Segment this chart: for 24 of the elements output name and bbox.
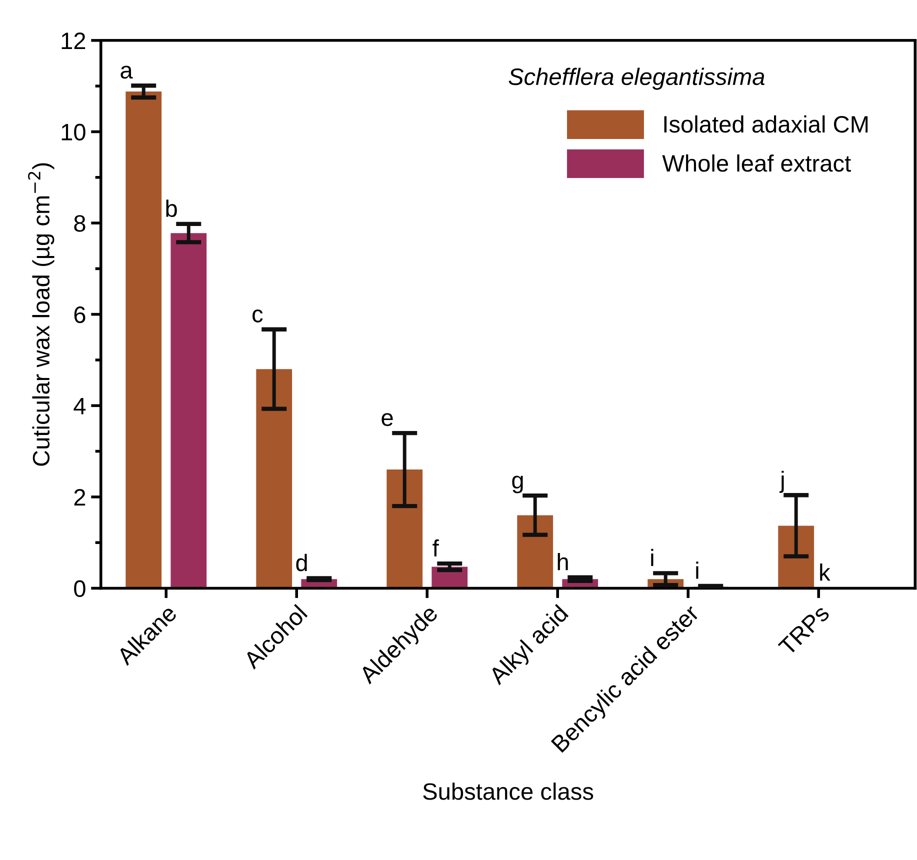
- y-tick-label: 0: [74, 580, 86, 598]
- data-label: j: [780, 470, 784, 493]
- x-axis-title: Substance class: [423, 782, 594, 800]
- y-tick-label: 4: [74, 398, 86, 414]
- y-tick-label: 12: [62, 32, 86, 49]
- data-label: i: [651, 548, 654, 566]
- data-label: k: [820, 563, 830, 581]
- data-label: i: [696, 562, 698, 579]
- data-label: a: [120, 66, 133, 79]
- y-tick-label: 6: [74, 306, 86, 324]
- legend-label: Isolated adaxial CM: [664, 115, 868, 133]
- data-label: g: [512, 476, 523, 494]
- y-tick-label: 8: [74, 215, 86, 232]
- y-tick-label: 2: [74, 489, 86, 506]
- data-label: e: [382, 413, 393, 426]
- data-label: f: [432, 539, 439, 556]
- text: Schefflera elegantissima: [508, 68, 764, 90]
- data-label: b: [166, 200, 177, 217]
- y-axis-title: Cuticular wax load (µg cm$^{−2}$): [28, 163, 54, 466]
- y-tick-label: 10: [62, 124, 86, 141]
- data-label: h: [558, 552, 568, 570]
- legend-label: Whole leaf extract: [662, 154, 851, 172]
- data-label: d: [296, 554, 307, 572]
- data-label: c: [252, 310, 263, 322]
